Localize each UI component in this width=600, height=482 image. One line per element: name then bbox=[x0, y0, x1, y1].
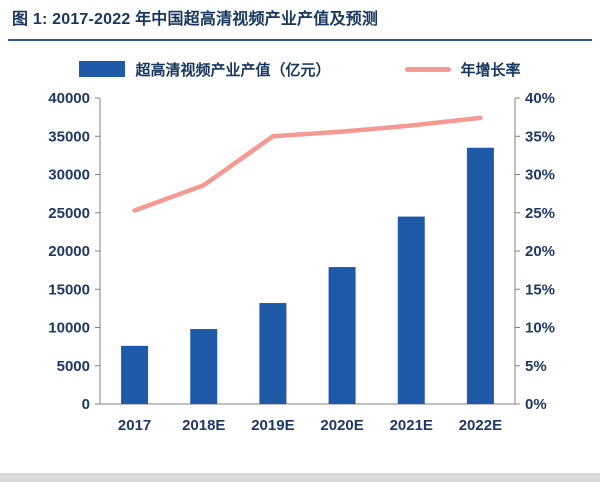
bar-2021E bbox=[397, 216, 425, 404]
combo-bar-line-chart: 0 5000 10000 15000 20000 25000 30000 35000 40000… bbox=[48, 90, 555, 434]
bar-series-swatch bbox=[79, 61, 126, 78]
left-axis-label: 15000 bbox=[48, 281, 90, 298]
right-axis-label: 10% bbox=[525, 319, 555, 336]
growth-rate-line bbox=[132, 115, 483, 213]
x-axis-label-2018E: 2018E bbox=[182, 417, 225, 434]
x-axis-label-2021E: 2021E bbox=[390, 417, 433, 434]
x-axis-label-2020E: 2020E bbox=[320, 417, 363, 434]
left-axis-label: 5000 bbox=[57, 358, 90, 375]
bar-2018E bbox=[190, 328, 218, 404]
right-axis-label: 0% bbox=[525, 396, 547, 413]
title-underline bbox=[8, 38, 592, 41]
figure-title: 图 1: 2017-2022 年中国超高清视频产业产值及预测 bbox=[12, 11, 379, 28]
line-series-label: 年增长率 bbox=[460, 61, 521, 79]
left-axis-label: 30000 bbox=[48, 166, 90, 183]
chart-legend: 超高清视频产业产值（亿元） 年增长率 bbox=[0, 59, 600, 80]
left-axis-label: 25000 bbox=[48, 205, 90, 222]
right-axis-label: 20% bbox=[525, 243, 555, 260]
bar-2019E bbox=[259, 302, 287, 404]
bar-2020E bbox=[328, 266, 356, 404]
line-series-swatch bbox=[404, 66, 451, 72]
legend-item-line-series: 年增长率 bbox=[404, 59, 521, 80]
left-axis-label: 35000 bbox=[48, 128, 90, 145]
right-axis-label: 30% bbox=[525, 166, 555, 183]
figure-title-row: 图 1: 2017-2022 年中国超高清视频产业产值及预测 bbox=[0, 0, 600, 35]
right-axis-label: 40% bbox=[525, 90, 555, 107]
left-axis-label: 10000 bbox=[48, 319, 90, 336]
right-axis-label: 25% bbox=[525, 205, 555, 222]
left-axis-label: 0 bbox=[82, 396, 90, 413]
x-axis-label-2019E: 2019E bbox=[251, 417, 294, 434]
x-axis-label-2017: 2017 bbox=[118, 417, 151, 434]
footer-strip bbox=[0, 473, 600, 482]
bar-2022E bbox=[466, 147, 494, 404]
legend-item-bar-series: 超高清视频产业产值（亿元） bbox=[79, 59, 331, 80]
left-axis-label: 20000 bbox=[48, 243, 90, 260]
x-axis-label-2022E: 2022E bbox=[459, 417, 502, 434]
bar-series-label: 超高清视频产业产值（亿元） bbox=[135, 61, 331, 79]
left-axis-label: 40000 bbox=[48, 90, 90, 107]
chart-area: 0 5000 10000 15000 20000 25000 30000 35000 40000… bbox=[0, 86, 600, 453]
bar-2017 bbox=[121, 345, 149, 404]
right-axis-label: 5% bbox=[525, 358, 547, 375]
right-axis-label: 35% bbox=[525, 128, 555, 145]
right-axis-label: 15% bbox=[525, 281, 555, 298]
